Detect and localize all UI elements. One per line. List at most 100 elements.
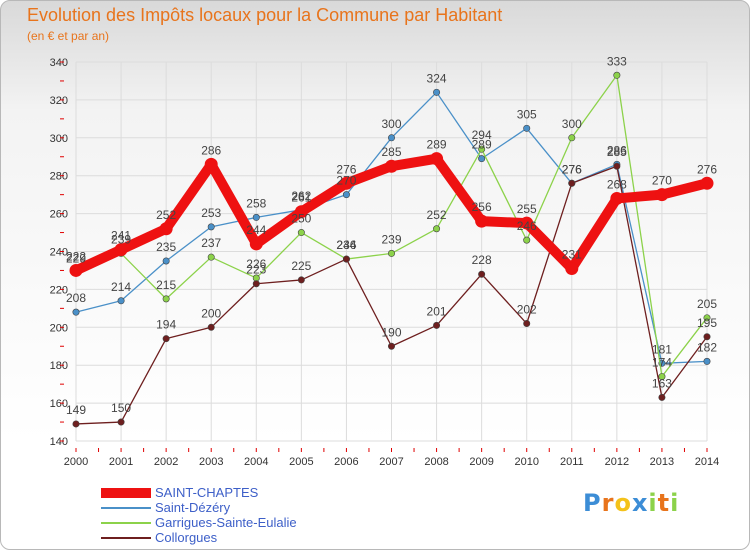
legend-swatch-saint-dezery bbox=[101, 506, 151, 509]
data-point-collorgues bbox=[387, 342, 395, 350]
chart-subtitle: (en € et par an) bbox=[27, 29, 110, 43]
y-tick-label: 260 bbox=[50, 209, 68, 221]
y-tick-label: 320 bbox=[50, 95, 68, 107]
data-point-collorgues bbox=[433, 321, 441, 329]
data-label-garrigues-sainte-eulalie: 294 bbox=[472, 128, 492, 142]
data-point-collorgues bbox=[613, 162, 621, 170]
data-point-garrigues-sainte-eulalie bbox=[162, 295, 170, 303]
data-point-collorgues bbox=[252, 280, 260, 288]
data-label-saint-dezery: 300 bbox=[381, 117, 401, 131]
data-label-saint-chaptes: 285 bbox=[381, 145, 401, 159]
y-tick-label: 300 bbox=[50, 133, 68, 145]
x-tick-label: 2002 bbox=[154, 456, 178, 468]
data-label-garrigues-sainte-eulalie: 229 bbox=[66, 251, 86, 265]
x-tick-label: 2014 bbox=[695, 456, 719, 468]
x-tick-label: 2003 bbox=[199, 456, 223, 468]
data-label-saint-dezery: 305 bbox=[517, 107, 537, 121]
y-tick-label: 340 bbox=[50, 57, 68, 69]
data-point-saint-chaptes bbox=[249, 237, 263, 251]
x-tick-label: 2008 bbox=[424, 456, 448, 468]
y-tick-label: 240 bbox=[50, 247, 68, 259]
proxiti-logo: Proxiti bbox=[583, 489, 679, 517]
data-point-saint-chaptes bbox=[159, 222, 173, 236]
data-point-collorgues bbox=[658, 393, 666, 401]
data-label-saint-dezery: 208 bbox=[66, 291, 86, 305]
data-point-collorgues bbox=[478, 270, 486, 278]
data-label-collorgues: 223 bbox=[246, 263, 266, 277]
data-label-saint-chaptes: 244 bbox=[246, 223, 266, 237]
data-label-saint-dezery: 324 bbox=[427, 71, 447, 85]
data-label-saint-dezery: 262 bbox=[291, 189, 311, 203]
data-label-garrigues-sainte-eulalie: 252 bbox=[427, 208, 447, 222]
logo-letter: t bbox=[657, 489, 671, 517]
data-label-saint-chaptes: 256 bbox=[472, 200, 492, 214]
data-label-garrigues-sainte-eulalie: 226 bbox=[246, 257, 266, 271]
data-point-garrigues-sainte-eulalie bbox=[703, 314, 711, 322]
data-label-saint-dezery: 253 bbox=[201, 206, 221, 220]
y-tick-label: 220 bbox=[50, 284, 68, 296]
data-label-saint-chaptes: 286 bbox=[201, 143, 221, 157]
data-label-saint-dezery: 289 bbox=[472, 138, 492, 152]
data-label-saint-chaptes: 252 bbox=[156, 208, 176, 222]
data-point-saint-chaptes bbox=[520, 216, 534, 230]
data-point-saint-dezery bbox=[342, 191, 350, 199]
data-label-collorgues: 200 bbox=[201, 306, 221, 320]
y-tick-label: 200 bbox=[50, 322, 68, 334]
data-label-collorgues: 202 bbox=[517, 303, 537, 317]
data-label-collorgues: 194 bbox=[156, 318, 176, 332]
data-point-saint-dezery bbox=[72, 308, 80, 316]
data-label-collorgues: 276 bbox=[562, 162, 582, 176]
x-tick-label: 2004 bbox=[244, 456, 268, 468]
data-point-saint-chaptes bbox=[204, 157, 218, 171]
data-label-collorgues: 195 bbox=[697, 316, 717, 330]
data-label-collorgues: 225 bbox=[291, 259, 311, 273]
data-label-saint-dezery: 181 bbox=[652, 342, 672, 356]
data-point-collorgues bbox=[568, 179, 576, 187]
data-point-garrigues-sainte-eulalie bbox=[433, 225, 441, 233]
data-label-saint-dezery: 258 bbox=[246, 196, 266, 210]
data-label-saint-chaptes: 241 bbox=[111, 229, 131, 243]
data-label-collorgues: 201 bbox=[427, 304, 447, 318]
x-tick-label: 2007 bbox=[379, 456, 403, 468]
x-tick-label: 2005 bbox=[289, 456, 313, 468]
data-label-saint-dezery: 235 bbox=[156, 240, 176, 254]
logo-letter: i bbox=[670, 489, 680, 517]
logo-letter: P bbox=[583, 489, 602, 517]
data-label-saint-dezery: 286 bbox=[607, 143, 627, 157]
data-label-garrigues-sainte-eulalie: 237 bbox=[201, 236, 221, 250]
data-point-collorgues bbox=[207, 323, 215, 331]
data-label-garrigues-sainte-eulalie: 205 bbox=[697, 297, 717, 311]
data-point-collorgues bbox=[162, 335, 170, 343]
data-label-saint-dezery: 214 bbox=[111, 280, 131, 294]
x-tick-label: 2009 bbox=[469, 456, 493, 468]
data-point-saint-dezery bbox=[162, 257, 170, 265]
chart-title: Evolution des Impôts locaux pour la Comm… bbox=[27, 5, 503, 25]
data-point-garrigues-sainte-eulalie bbox=[297, 229, 305, 237]
data-label-saint-chaptes: 276 bbox=[336, 162, 356, 176]
data-point-saint-chaptes bbox=[655, 188, 669, 202]
data-label-collorgues: 285 bbox=[607, 145, 627, 159]
data-point-garrigues-sainte-eulalie bbox=[658, 373, 666, 381]
data-label-garrigues-sainte-eulalie: 250 bbox=[291, 212, 311, 226]
data-point-collorgues bbox=[117, 418, 125, 426]
data-label-saint-chaptes: 268 bbox=[607, 177, 627, 191]
x-tick-label: 2012 bbox=[605, 456, 629, 468]
data-point-garrigues-sainte-eulalie bbox=[613, 71, 621, 79]
data-point-collorgues bbox=[523, 320, 531, 328]
data-point-saint-chaptes bbox=[475, 214, 489, 228]
x-tick-label: 2000 bbox=[64, 456, 88, 468]
logo-letter: o bbox=[614, 489, 632, 517]
data-point-collorgues bbox=[703, 333, 711, 341]
y-tick-label: 180 bbox=[50, 360, 68, 372]
data-label-collorgues: 190 bbox=[381, 325, 401, 339]
legend-swatch-saint-chaptes bbox=[101, 487, 151, 498]
data-label-saint-chaptes: 231 bbox=[562, 248, 582, 262]
data-label-garrigues-sainte-eulalie: 333 bbox=[607, 54, 627, 68]
data-point-saint-dezery bbox=[523, 124, 531, 132]
data-label-garrigues-sainte-eulalie: 239 bbox=[381, 232, 401, 246]
x-tick-label: 2006 bbox=[334, 456, 358, 468]
logo-letter: x bbox=[631, 489, 649, 517]
data-label-collorgues: 149 bbox=[66, 403, 86, 417]
data-label-saint-chaptes: 270 bbox=[652, 174, 672, 188]
